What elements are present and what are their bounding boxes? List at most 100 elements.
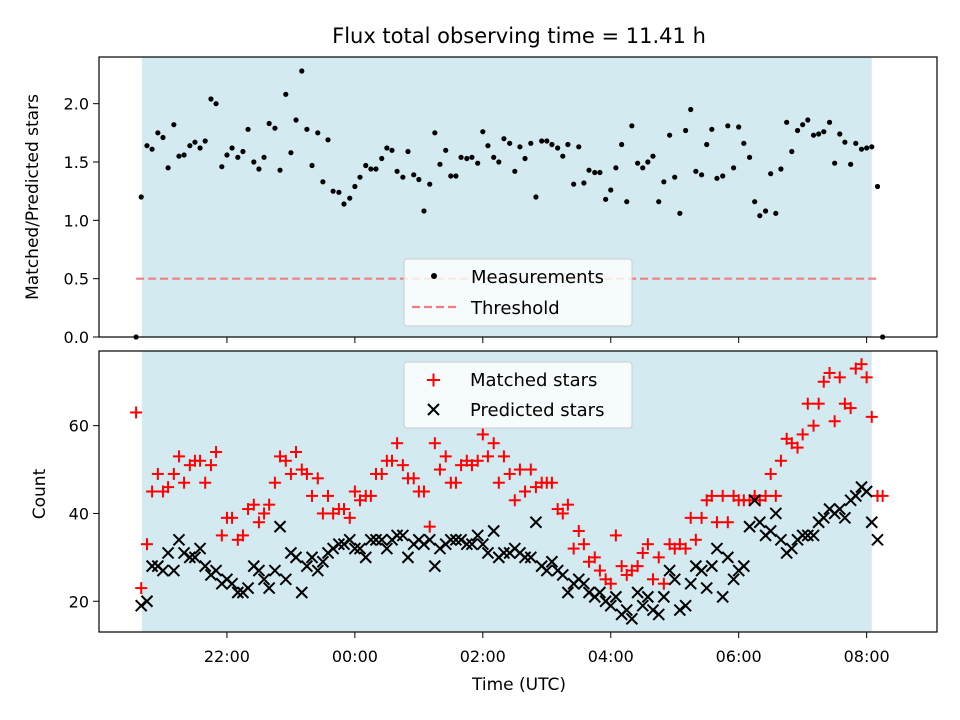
predicted-point — [172, 533, 186, 547]
matched-point — [268, 476, 281, 489]
measurement-point — [650, 153, 656, 159]
measurement-point — [357, 174, 363, 180]
matched-point — [364, 489, 377, 502]
predicted-point — [652, 608, 665, 621]
predicted-point — [593, 586, 607, 599]
predicted-point — [295, 586, 308, 599]
predicted-point — [332, 537, 346, 551]
matched-point — [433, 463, 446, 476]
measurement-point — [202, 138, 208, 144]
predicted-point — [625, 612, 639, 626]
matched-point — [322, 489, 335, 502]
measurement-point — [144, 143, 150, 149]
matched-point — [513, 463, 526, 476]
predicted-point — [183, 551, 197, 564]
predicted-point — [641, 590, 655, 604]
measurement-point — [645, 159, 651, 165]
predicted-point — [167, 564, 181, 577]
matched-point — [764, 467, 777, 480]
measurement-point — [848, 161, 854, 167]
chart-title: Flux total observing time = 11.41 h — [332, 24, 706, 48]
measurement-point — [853, 140, 859, 146]
measurement-point — [709, 126, 715, 132]
predicted-point — [257, 573, 271, 586]
bottom-panel: 20 40 60 22:00 00:00 02:00 04:00 06:00 08:00 Co… — [30, 350, 938, 695]
measurement-point — [176, 153, 182, 159]
measurement-point — [816, 131, 822, 137]
measurement-point — [138, 194, 144, 200]
measurement-point — [469, 154, 475, 160]
measurement-point — [293, 117, 299, 123]
matched-point — [279, 454, 292, 467]
predicted-point — [764, 524, 777, 538]
matched-point — [796, 428, 809, 441]
measurement-point — [555, 145, 561, 151]
predicted-point — [556, 568, 569, 582]
matched-point — [593, 564, 606, 577]
measurement-point — [794, 127, 801, 134]
measurement-point — [245, 126, 251, 132]
predicted-point — [721, 551, 735, 564]
measurement-point — [405, 148, 411, 155]
measurement-point — [565, 141, 571, 148]
x-tick-label: 08:00 — [844, 647, 890, 666]
measurement-point — [411, 172, 417, 178]
measurement-point — [672, 174, 678, 180]
measurement-point — [549, 141, 555, 148]
matched-point — [236, 529, 249, 542]
matched-point — [311, 472, 324, 485]
measurement-point — [640, 165, 646, 171]
predicted-point — [353, 542, 367, 555]
predicted-point — [396, 529, 410, 542]
matched-point — [689, 533, 702, 546]
predicted-point — [156, 564, 170, 577]
matched-point — [471, 454, 484, 467]
measurement-point — [347, 195, 353, 201]
predicted-point — [631, 586, 644, 599]
predicted-point — [865, 516, 878, 529]
measurement-point — [656, 199, 662, 205]
matched-point — [343, 511, 356, 524]
predicted-point — [753, 516, 767, 529]
matched-point — [615, 560, 628, 573]
measurement-point — [427, 181, 433, 187]
matched-point — [140, 538, 153, 551]
measurement-point — [683, 127, 689, 134]
bottom-legend-box — [403, 361, 633, 429]
matched-point — [679, 542, 692, 555]
measurement-point — [368, 166, 374, 172]
measurement-point — [160, 134, 166, 141]
measurement-point — [304, 126, 310, 132]
measurement-point — [336, 189, 342, 195]
matched-point — [503, 467, 516, 480]
measurement-point — [283, 91, 289, 97]
measurement-point — [458, 154, 464, 160]
predicted-point — [423, 533, 436, 547]
measurement-point — [784, 119, 790, 125]
predicted-point — [273, 520, 287, 533]
matched-point — [695, 511, 708, 524]
measurement-point — [394, 168, 400, 174]
measurement-point — [869, 144, 875, 150]
predicted-point — [545, 555, 559, 568]
y-tick-label: 60 — [69, 417, 89, 436]
measurement-point — [197, 145, 203, 151]
matched-point — [481, 450, 494, 463]
predicted-point — [561, 586, 575, 599]
measurement-point — [528, 140, 534, 146]
matched-point — [561, 498, 574, 511]
matched-point — [545, 476, 558, 489]
predicted-point — [348, 542, 362, 555]
measurement-point — [416, 176, 422, 183]
measurement-point — [826, 119, 833, 125]
measurements-legend-marker — [431, 273, 437, 279]
matched-point — [769, 489, 782, 502]
predicted-point — [807, 529, 820, 542]
matched-point — [556, 507, 569, 520]
matched-point — [130, 406, 143, 419]
predicted-point — [359, 551, 372, 564]
matched-point — [135, 582, 148, 595]
measurement-point — [501, 136, 507, 142]
matched-point — [577, 538, 590, 551]
predicted-point — [225, 577, 239, 590]
